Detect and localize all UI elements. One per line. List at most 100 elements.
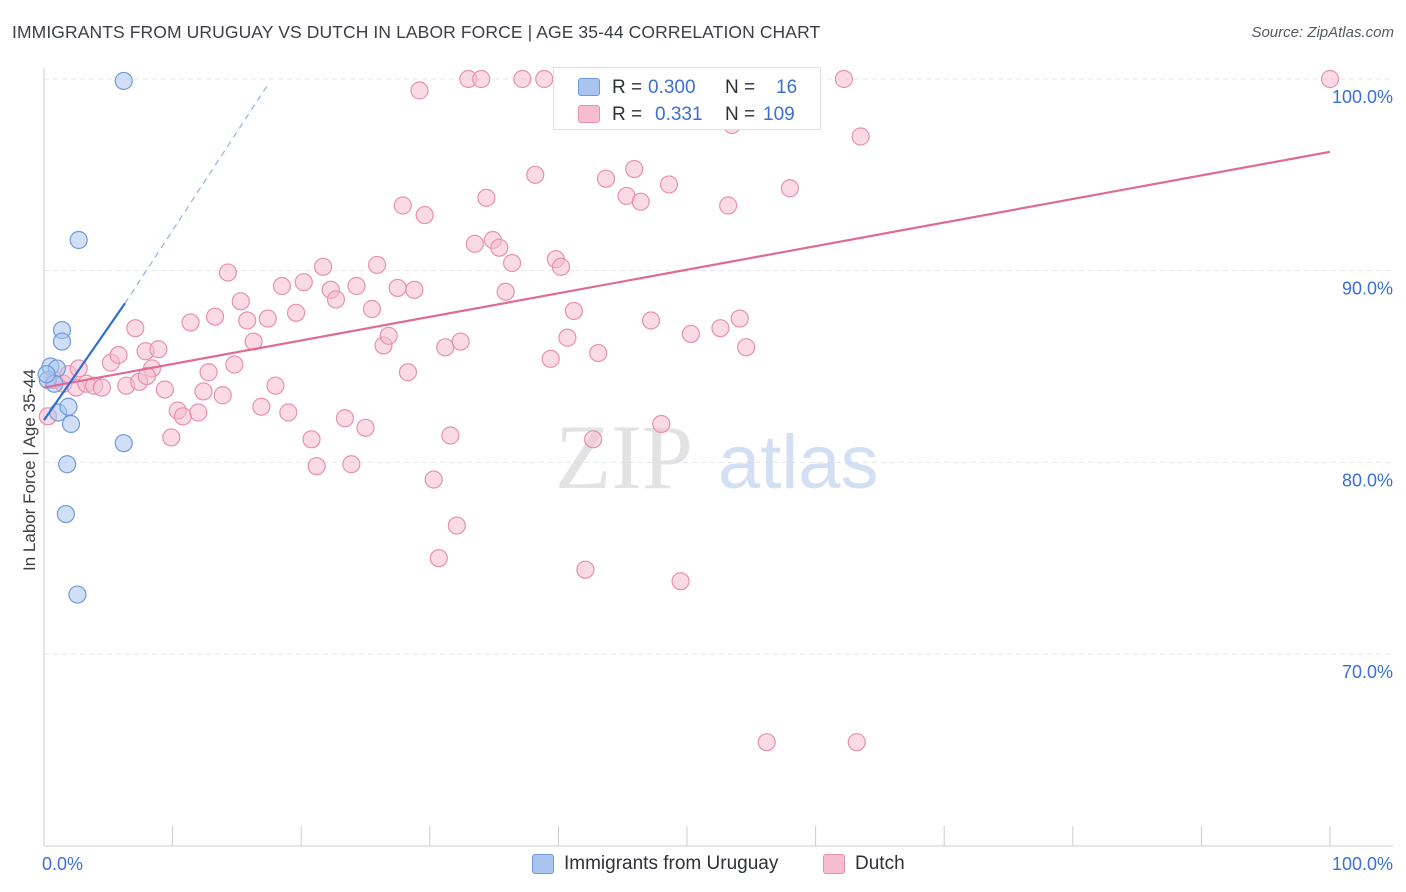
uruguay-point	[69, 230, 88, 250]
dutch-point	[398, 363, 418, 382]
dutch-point	[631, 192, 650, 211]
uruguay-point	[61, 414, 81, 434]
n-label: N =	[725, 77, 756, 98]
dutch-legend-swatch-icon	[823, 854, 845, 874]
dutch-swatch-icon	[578, 105, 600, 123]
dutch-point	[429, 549, 448, 568]
dutch-point	[659, 175, 679, 194]
dutch-point	[834, 69, 853, 89]
dutch-point	[231, 292, 250, 311]
x-tick-label: 100.0%	[1332, 854, 1393, 874]
dutch-point	[393, 196, 412, 215]
dutch-point	[652, 414, 671, 434]
dutch-point	[564, 301, 583, 321]
dutch-point	[258, 309, 277, 328]
dutch-point	[162, 428, 181, 447]
dutch-point	[424, 470, 443, 489]
dutch-point	[447, 516, 466, 535]
r-value: 0.331	[655, 104, 703, 125]
dutch-point	[496, 282, 515, 301]
dutch-point	[313, 257, 333, 276]
dutch-point	[307, 457, 326, 476]
dutch-point	[410, 81, 429, 100]
dutch-point	[379, 326, 398, 345]
uruguay-swatch-icon	[578, 78, 600, 96]
dutch-point	[596, 169, 616, 188]
y-tick-label: 80.0%	[1342, 470, 1393, 490]
dutch-point	[847, 733, 866, 752]
uruguay-point	[37, 365, 56, 384]
dutch-point	[181, 313, 200, 332]
dutch-point	[584, 430, 603, 449]
dutch-point	[1320, 69, 1340, 89]
dutch-point	[194, 382, 213, 401]
y-axis-label: In Labor Force | Age 35-44	[20, 369, 39, 571]
dutch-point	[302, 430, 321, 449]
y-tick-label: 90.0%	[1342, 279, 1393, 299]
n-label: N =	[725, 104, 756, 125]
dutch-point	[541, 349, 560, 368]
dutch-point	[347, 276, 366, 296]
uruguay-point	[58, 455, 77, 474]
dutch-point	[238, 311, 257, 330]
uruguay-trend-line	[43, 302, 126, 421]
dutch-point	[218, 263, 237, 282]
dutch-point	[286, 303, 306, 322]
dutch-point	[757, 733, 776, 752]
dutch-trend-line	[43, 150, 1331, 389]
dutch-point	[342, 455, 361, 474]
dutch-point	[213, 386, 232, 405]
dutch-point	[362, 299, 382, 319]
dutch-point	[205, 307, 225, 326]
dutch-point	[266, 376, 285, 395]
watermark-zip: ZIP	[555, 406, 693, 508]
dutch-point	[472, 69, 491, 89]
dutch-point	[589, 343, 608, 363]
y-tick-labels: 100.0% 90.0% 80.0% 70.0%	[1332, 87, 1393, 682]
dutch-point	[851, 127, 870, 146]
dutch-point	[367, 255, 387, 275]
series-uruguay-points	[37, 71, 133, 604]
dutch-point	[109, 345, 128, 365]
dutch-point	[388, 278, 407, 298]
dutch-point	[149, 340, 168, 359]
y-tick-label: 100.0%	[1332, 87, 1393, 107]
correlation-stats-box: R = 0.300 N = 16 R = 0.331 N = 109	[553, 67, 821, 130]
uruguay-point	[56, 504, 75, 524]
dutch-point	[451, 332, 470, 351]
dutch-point	[490, 238, 509, 257]
dutch-point	[279, 403, 298, 422]
uruguay-point	[114, 434, 133, 453]
r-label: R =	[612, 104, 643, 125]
uruguay-point	[114, 71, 133, 91]
chart-title: IMMIGRANTS FROM URUGUAY VS DUTCH IN LABO…	[12, 22, 821, 42]
uruguay-legend-swatch-icon	[532, 854, 554, 874]
dutch-point	[405, 280, 424, 299]
dutch-point	[155, 380, 174, 399]
uruguay-point	[68, 585, 87, 604]
grid-layer	[44, 78, 1390, 655]
dutch-point	[671, 572, 690, 591]
dutch-point	[558, 328, 577, 347]
x-tick-label: 0.0%	[42, 854, 83, 874]
dutch-point	[477, 188, 496, 207]
dutch-point	[625, 159, 644, 179]
dutch-point	[465, 234, 484, 253]
dutch-point	[272, 276, 292, 296]
dutch-point	[551, 257, 571, 276]
dutch-point	[294, 273, 313, 292]
dutch-point	[189, 403, 208, 422]
stats-row-dutch: R = 0.331 N = 109	[554, 101, 822, 129]
dutch-point	[711, 319, 730, 338]
legend-label: Immigrants from Uruguay	[564, 853, 779, 874]
dutch-point	[199, 363, 218, 382]
dutch-point	[252, 397, 271, 416]
uruguay-point	[52, 332, 72, 351]
r-value: 0.300	[648, 77, 696, 98]
dutch-point	[526, 165, 545, 184]
dutch-point	[225, 355, 244, 374]
dutch-point	[335, 409, 355, 428]
dutch-point	[535, 69, 554, 89]
uruguay-point	[59, 397, 78, 416]
